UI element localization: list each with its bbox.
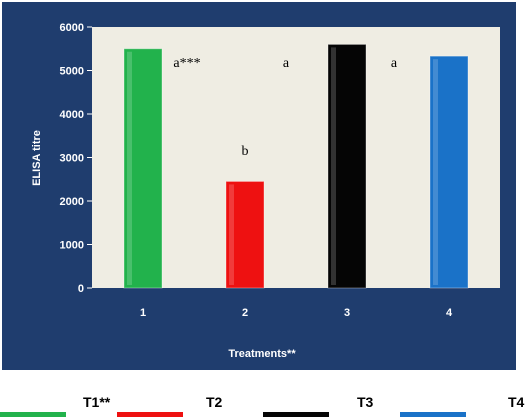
bar-highlight	[127, 51, 132, 285]
bars	[123, 43, 469, 289]
annotations: a*** b a a	[173, 56, 398, 159]
x-tick-label: 2	[242, 307, 248, 319]
y-tick-label: 2000	[60, 196, 84, 208]
significance-label: b	[242, 144, 249, 159]
y-tick-label: 0	[78, 283, 84, 295]
significance-label: a	[391, 56, 398, 71]
x-tick-label: 3	[344, 307, 350, 319]
legend: T1** T2 T3 T4	[0, 394, 525, 417]
bar-1	[123, 48, 163, 289]
x-axis-title: Treatments**	[228, 348, 296, 360]
legend-swatch	[0, 412, 66, 417]
y-tick-label: 6000	[60, 22, 84, 34]
bar-4	[429, 55, 469, 289]
legend-entry: T3	[357, 394, 374, 410]
significance-label: a	[283, 56, 290, 71]
y-tick-label: 5000	[60, 66, 84, 78]
bar-highlight	[229, 184, 234, 285]
x-tick-label: 1	[140, 307, 146, 319]
significance-label: a***	[173, 56, 200, 71]
legend-swatch	[400, 412, 466, 417]
y-tick-label: 4000	[60, 109, 84, 121]
bar-2	[225, 180, 265, 289]
x-tick-label: 4	[446, 307, 453, 319]
legend-entry: T1**	[83, 394, 111, 410]
bar-highlight	[331, 47, 336, 286]
bar-3	[327, 43, 367, 289]
y-tick-label: 3000	[60, 153, 84, 165]
legend-swatch	[263, 412, 329, 417]
y-axis-title: ELISA titre	[31, 130, 43, 186]
x-axis: 1 2 3 4	[140, 307, 453, 319]
legend-entry: T4	[508, 394, 525, 410]
legend-entry: T2	[206, 394, 223, 410]
legend-swatch	[117, 412, 183, 417]
y-axis: 0 1000 2000 3000 4000 5000 6000	[60, 22, 92, 295]
bar-highlight	[433, 59, 438, 285]
y-tick-label: 1000	[60, 240, 84, 252]
